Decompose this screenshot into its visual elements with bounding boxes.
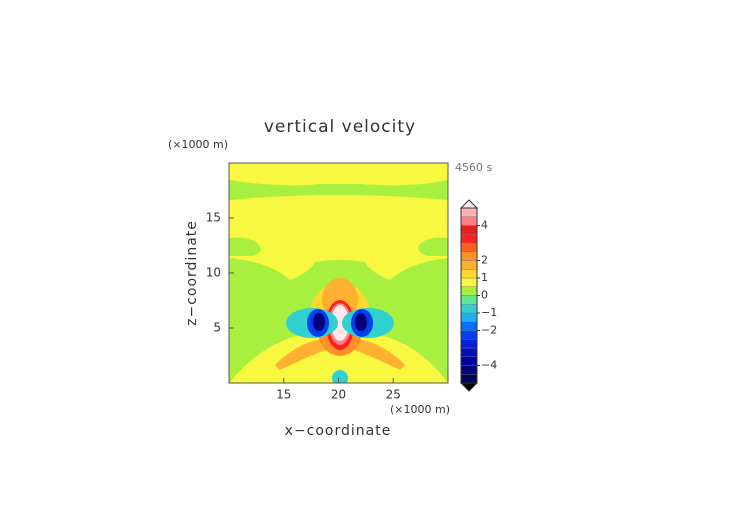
colorbar-level	[460, 269, 478, 279]
colorbar-tick-label: 2	[481, 254, 488, 267]
colorbar-level	[460, 321, 478, 331]
colorbar-level	[460, 277, 478, 287]
colorbar-level	[460, 304, 478, 314]
y-tick-label: 10	[206, 266, 221, 280]
colorbar-level	[460, 234, 478, 244]
colorbar-level	[460, 339, 478, 349]
colorbar-level	[460, 347, 478, 357]
colorbar-level	[460, 207, 478, 217]
colorbar-under	[459, 382, 479, 392]
contour-field	[229, 163, 448, 383]
x-tick-label: 15	[276, 388, 291, 402]
time-label: 4560 s	[455, 161, 492, 174]
colorbar-over	[459, 199, 479, 209]
colorbar-tick-label: 4	[481, 219, 488, 232]
colorbar-tick-label: 0	[481, 289, 488, 302]
colorbar-level	[460, 312, 478, 322]
y-tick-label: 5	[213, 321, 221, 335]
x-tick-label: 20	[331, 388, 346, 402]
colorbar-tick-label: −4	[481, 359, 497, 372]
chart-title: vertical velocity	[264, 117, 416, 137]
colorbar-level	[460, 242, 478, 252]
colorbar-level	[460, 260, 478, 270]
colorbar-level	[460, 251, 478, 261]
x-tick-label: 25	[386, 388, 401, 402]
y-axis-label: z−coordinate	[184, 220, 200, 326]
colorbar-tick-label: 1	[481, 271, 488, 284]
colorbar-level	[460, 356, 478, 366]
x-unit: (×1000 m)	[390, 403, 450, 416]
y-tick-label: 15	[206, 211, 221, 225]
x-axis-label: x−coordinate	[285, 423, 392, 439]
colorbar-level	[460, 330, 478, 340]
colorbar-level	[460, 365, 478, 375]
y-unit: (×1000 m)	[168, 138, 228, 151]
colorbar-level	[460, 286, 478, 296]
colorbar-tick-label: −1	[481, 306, 497, 319]
colorbar-level	[460, 295, 478, 305]
colorbar-level	[460, 374, 478, 384]
colorbar-level	[460, 225, 478, 235]
colorbar-tick-label: −2	[481, 324, 497, 337]
colorbar-level	[460, 216, 478, 226]
